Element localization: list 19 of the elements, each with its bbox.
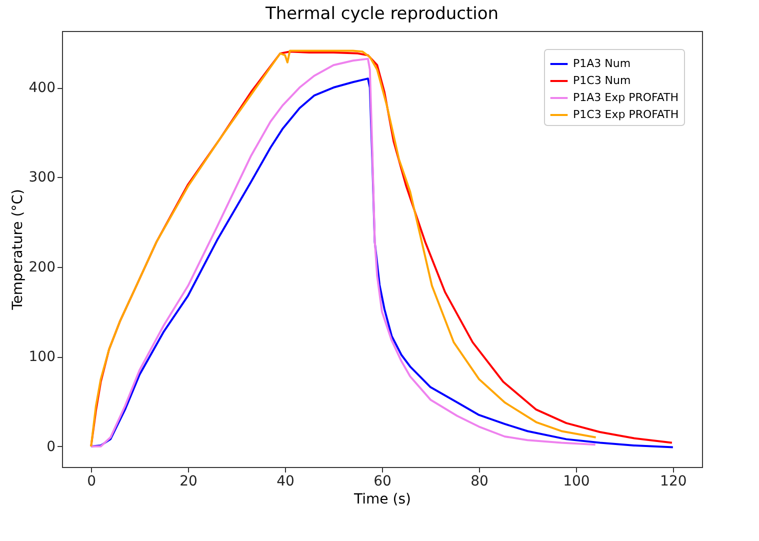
legend-label: P1A3 Exp PROFATH: [573, 91, 679, 104]
x-tick-label: 60: [374, 474, 392, 490]
x-axis-title: Time (s): [353, 492, 411, 508]
chart-title: Thermal cycle reproduction: [264, 4, 499, 24]
y-tick-label: 300: [28, 170, 56, 186]
y-axis-title: Temperature (°C): [10, 189, 26, 311]
y-tick-label: 400: [28, 80, 56, 96]
x-tick-label: 20: [180, 474, 198, 490]
legend-label: P1C3 Exp PROFATH: [573, 108, 679, 121]
x-tick-label: 120: [660, 474, 687, 490]
legend-label: P1C3 Num: [573, 74, 631, 87]
x-tick-label: 80: [470, 474, 488, 490]
x-tick-label: 0: [87, 474, 96, 490]
y-tick-label: 0: [46, 438, 56, 455]
y-tick-label: 200: [28, 259, 56, 276]
x-tick-label: 40: [276, 474, 294, 490]
y-tick-label: 100: [28, 349, 56, 366]
x-tick-label: 100: [563, 474, 590, 490]
legend-label: P1A3 Num: [573, 57, 631, 70]
